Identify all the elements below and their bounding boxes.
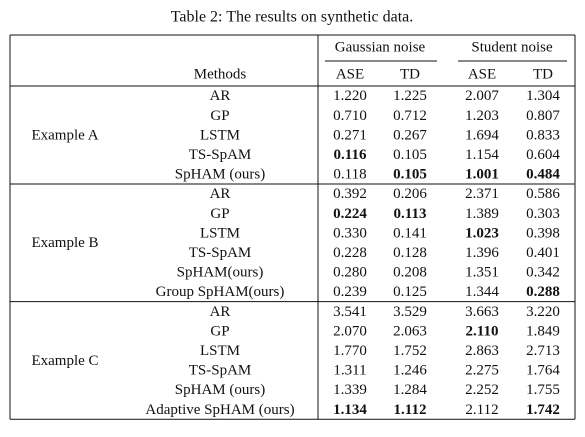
method: SpHAM (ours) xyxy=(175,167,265,183)
value-cell: 2.863 xyxy=(465,343,499,359)
value-cell: 2.063 xyxy=(393,323,427,339)
value-cell: 1.755 xyxy=(526,382,560,398)
value-cell: 2.112 xyxy=(465,402,498,418)
value-cell: 2.007 xyxy=(465,88,499,104)
value-cell: 0.604 xyxy=(526,147,560,163)
value-cell: 0.710 xyxy=(333,108,367,124)
value-cell: 0.833 xyxy=(526,127,560,143)
value-cell: 1.001 xyxy=(465,167,499,183)
value-cell: 0.271 xyxy=(333,127,367,143)
method: Group SpHAM(ours) xyxy=(156,284,285,300)
method: TS-SpAM xyxy=(189,147,252,163)
column-header: TD xyxy=(400,66,420,82)
value-cell: 1.246 xyxy=(393,363,427,379)
value-cell: 0.484 xyxy=(526,167,560,183)
column-header: ASE xyxy=(336,66,364,82)
group-label: Example A xyxy=(31,127,98,143)
value-cell: 1.220 xyxy=(333,88,367,104)
value-cell: 1.112 xyxy=(394,402,427,418)
value-cell: 1.742 xyxy=(526,402,560,418)
value-cell: 2.252 xyxy=(465,382,499,398)
value-cell: 0.208 xyxy=(393,265,427,281)
method: AR xyxy=(210,186,231,202)
column-header: ASE xyxy=(468,66,496,82)
method: LSTM xyxy=(200,343,240,359)
value-cell: 0.224 xyxy=(333,206,367,222)
value-cell: 0.267 xyxy=(393,127,427,143)
value-cell: 2.713 xyxy=(526,343,560,359)
value-cell: 2.110 xyxy=(466,323,499,339)
value-cell: 1.351 xyxy=(465,265,499,281)
method: TS-SpAM xyxy=(189,363,252,379)
value-cell: 0.228 xyxy=(333,245,367,261)
value-cell: 0.116 xyxy=(334,147,367,163)
value-cell: 0.206 xyxy=(393,186,427,202)
value-cell: 1.154 xyxy=(465,147,499,163)
group-header: Gaussian noise xyxy=(335,39,426,55)
value-cell: 0.113 xyxy=(394,206,427,222)
value-cell: 1.203 xyxy=(465,108,499,124)
method: LSTM xyxy=(200,225,240,241)
method: LSTM xyxy=(200,127,240,143)
value-cell: 2.371 xyxy=(465,186,499,202)
method: GP xyxy=(210,206,229,222)
value-cell: 0.586 xyxy=(526,186,560,202)
value-cell: 1.764 xyxy=(526,363,560,379)
value-cell: 1.134 xyxy=(333,402,367,418)
value-cell: 1.396 xyxy=(465,245,499,261)
value-cell: 0.712 xyxy=(393,108,427,124)
value-cell: 0.105 xyxy=(393,147,427,163)
value-cell: 0.303 xyxy=(526,206,560,222)
value-cell: 3.541 xyxy=(333,304,367,320)
value-cell: 3.663 xyxy=(465,304,499,320)
column-header: TD xyxy=(533,66,553,82)
value-cell: 0.342 xyxy=(526,265,560,281)
method: TS-SpAM xyxy=(189,245,252,261)
method: Adaptive SpHAM (ours) xyxy=(145,402,294,418)
value-cell: 0.118 xyxy=(333,167,366,183)
value-cell: 0.392 xyxy=(333,186,367,202)
value-cell: 0.105 xyxy=(393,167,427,183)
value-cell: 1.752 xyxy=(393,343,427,359)
value-cell: 2.070 xyxy=(333,323,367,339)
method: SpHAM (ours) xyxy=(175,382,265,398)
value-cell: 0.288 xyxy=(526,284,560,300)
method: GP xyxy=(210,323,229,339)
value-cell: 1.849 xyxy=(526,323,560,339)
method: GP xyxy=(210,108,229,124)
value-cell: 1.311 xyxy=(333,363,366,379)
value-cell: 1.694 xyxy=(465,127,499,143)
column-header: Methods xyxy=(194,66,247,82)
value-cell: 0.807 xyxy=(526,108,560,124)
value-cell: 1.770 xyxy=(333,343,367,359)
group-label: Example B xyxy=(31,235,98,251)
value-cell: 0.141 xyxy=(393,225,427,241)
value-cell: 0.125 xyxy=(393,284,427,300)
value-cell: 0.398 xyxy=(526,225,560,241)
group-header: Student noise xyxy=(471,39,553,55)
method: AR xyxy=(210,88,231,104)
value-cell: 3.529 xyxy=(393,304,427,320)
caption: Table 2: The results on synthetic data. xyxy=(171,9,414,26)
value-cell: 1.344 xyxy=(465,284,499,300)
value-cell: 1.284 xyxy=(393,382,427,398)
value-cell: 0.401 xyxy=(526,245,560,261)
value-cell: 1.304 xyxy=(526,88,560,104)
value-cell: 1.023 xyxy=(465,225,499,241)
group-label: Example C xyxy=(31,353,98,369)
value-cell: 1.389 xyxy=(465,206,499,222)
value-cell: 1.339 xyxy=(333,382,367,398)
value-cell: 0.280 xyxy=(333,265,367,281)
method: SpHAM(ours) xyxy=(177,265,264,281)
value-cell: 1.225 xyxy=(393,88,427,104)
value-cell: 0.330 xyxy=(333,225,367,241)
value-cell: 0.239 xyxy=(333,284,367,300)
value-cell: 0.128 xyxy=(393,245,427,261)
value-cell: 2.275 xyxy=(465,363,499,379)
method: AR xyxy=(210,304,231,320)
value-cell: 3.220 xyxy=(526,304,560,320)
